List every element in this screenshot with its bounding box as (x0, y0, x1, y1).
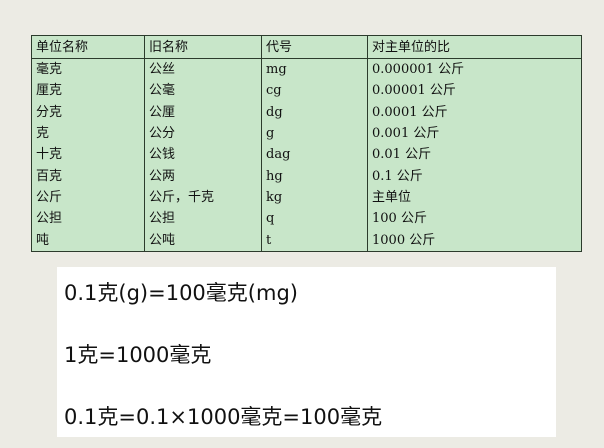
unit-table: 单位名称 旧名称 代号 对主单位的比 毫克 公丝 mg 0.000001 公斤 厘克 公毫 cg 0… (31, 35, 582, 252)
table-row: 厘克 公毫 cg 0.00001 公斤 (31, 80, 582, 102)
table-cell: 公斤，千克 (144, 186, 262, 209)
table-row: 吨公吨 t 1000 公斤 (31, 229, 582, 252)
column-header: 单位名称 (31, 35, 145, 59)
table-cell: dag (261, 144, 368, 166)
table-cell: 0.001 公斤 (367, 122, 582, 145)
note-line: 0.1克=0.1×1000毫克=100毫克 (64, 405, 383, 429)
table-cell: 公分 (144, 122, 262, 145)
table-row: 公担 公担 q 100 公斤 (31, 208, 582, 230)
note-line: 0.1克(g)=100毫克(mg) (64, 281, 298, 305)
table-cell: 分克 (31, 101, 145, 123)
column-header: 代号 (261, 35, 368, 59)
table-cell: 公担 (144, 208, 262, 230)
table-cell: mg (261, 58, 368, 81)
notes-box: 0.1克(g)=100毫克(mg) 1克=1000毫克 0.1克=0.1×100… (57, 267, 556, 437)
table-cell: 0.1 公斤 (367, 165, 582, 187)
table-cell: 0.000001 公斤 (367, 58, 582, 81)
note-line: 1克=1000毫克 (64, 343, 212, 367)
table-cell: 1000 公斤 (367, 229, 582, 252)
table-cell: 0.01 公斤 (367, 144, 582, 166)
table-cell: kg (261, 186, 368, 209)
table-cell: 公厘 (144, 101, 262, 123)
table-cell: g (261, 122, 368, 145)
table-cell: 100 公斤 (367, 208, 582, 230)
column-header: 旧名称 (144, 35, 262, 59)
table-cell: 厘克 (31, 80, 145, 102)
column-header: 对主单位的比 (367, 35, 582, 59)
table-cell: dg (261, 101, 368, 123)
table-cell: 公担 (31, 208, 145, 230)
table-cell: 公钱 (144, 144, 262, 166)
table-cell: 吨 (31, 229, 145, 252)
table-header-row: 单位名称 旧名称 代号 对主单位的比 (31, 35, 582, 59)
table-row: 十克 公钱 dag 0.01 公斤 (31, 144, 582, 166)
table-row: 克公分 g 0.001 公斤 (31, 122, 582, 145)
table-cell: q (261, 208, 368, 230)
table-cell: 公两 (144, 165, 262, 187)
table-cell: 0.00001 公斤 (367, 80, 582, 102)
table-row: 公斤 公斤，千克 kg 主单位 (31, 186, 582, 209)
table-row: 百克 公两 hg 0.1 公斤 (31, 165, 582, 187)
table-cell: 公斤 (31, 186, 145, 209)
table-cell: 公丝 (144, 58, 262, 81)
table-cell: 克 (31, 122, 145, 145)
table-row: 分克 公厘 dg 0.0001 公斤 (31, 101, 582, 123)
table-cell: t (261, 229, 368, 252)
table-cell: 十克 (31, 144, 145, 166)
table-cell: hg (261, 165, 368, 187)
table-cell: 主单位 (367, 186, 582, 209)
table-cell: 毫克 (31, 58, 145, 81)
table-cell: 公吨 (144, 229, 262, 252)
table-cell: cg (261, 80, 368, 102)
table-row: 毫克 公丝 mg 0.000001 公斤 (31, 58, 582, 81)
table-cell: 公毫 (144, 80, 262, 102)
table-cell: 0.0001 公斤 (367, 101, 582, 123)
table-cell: 百克 (31, 165, 145, 187)
